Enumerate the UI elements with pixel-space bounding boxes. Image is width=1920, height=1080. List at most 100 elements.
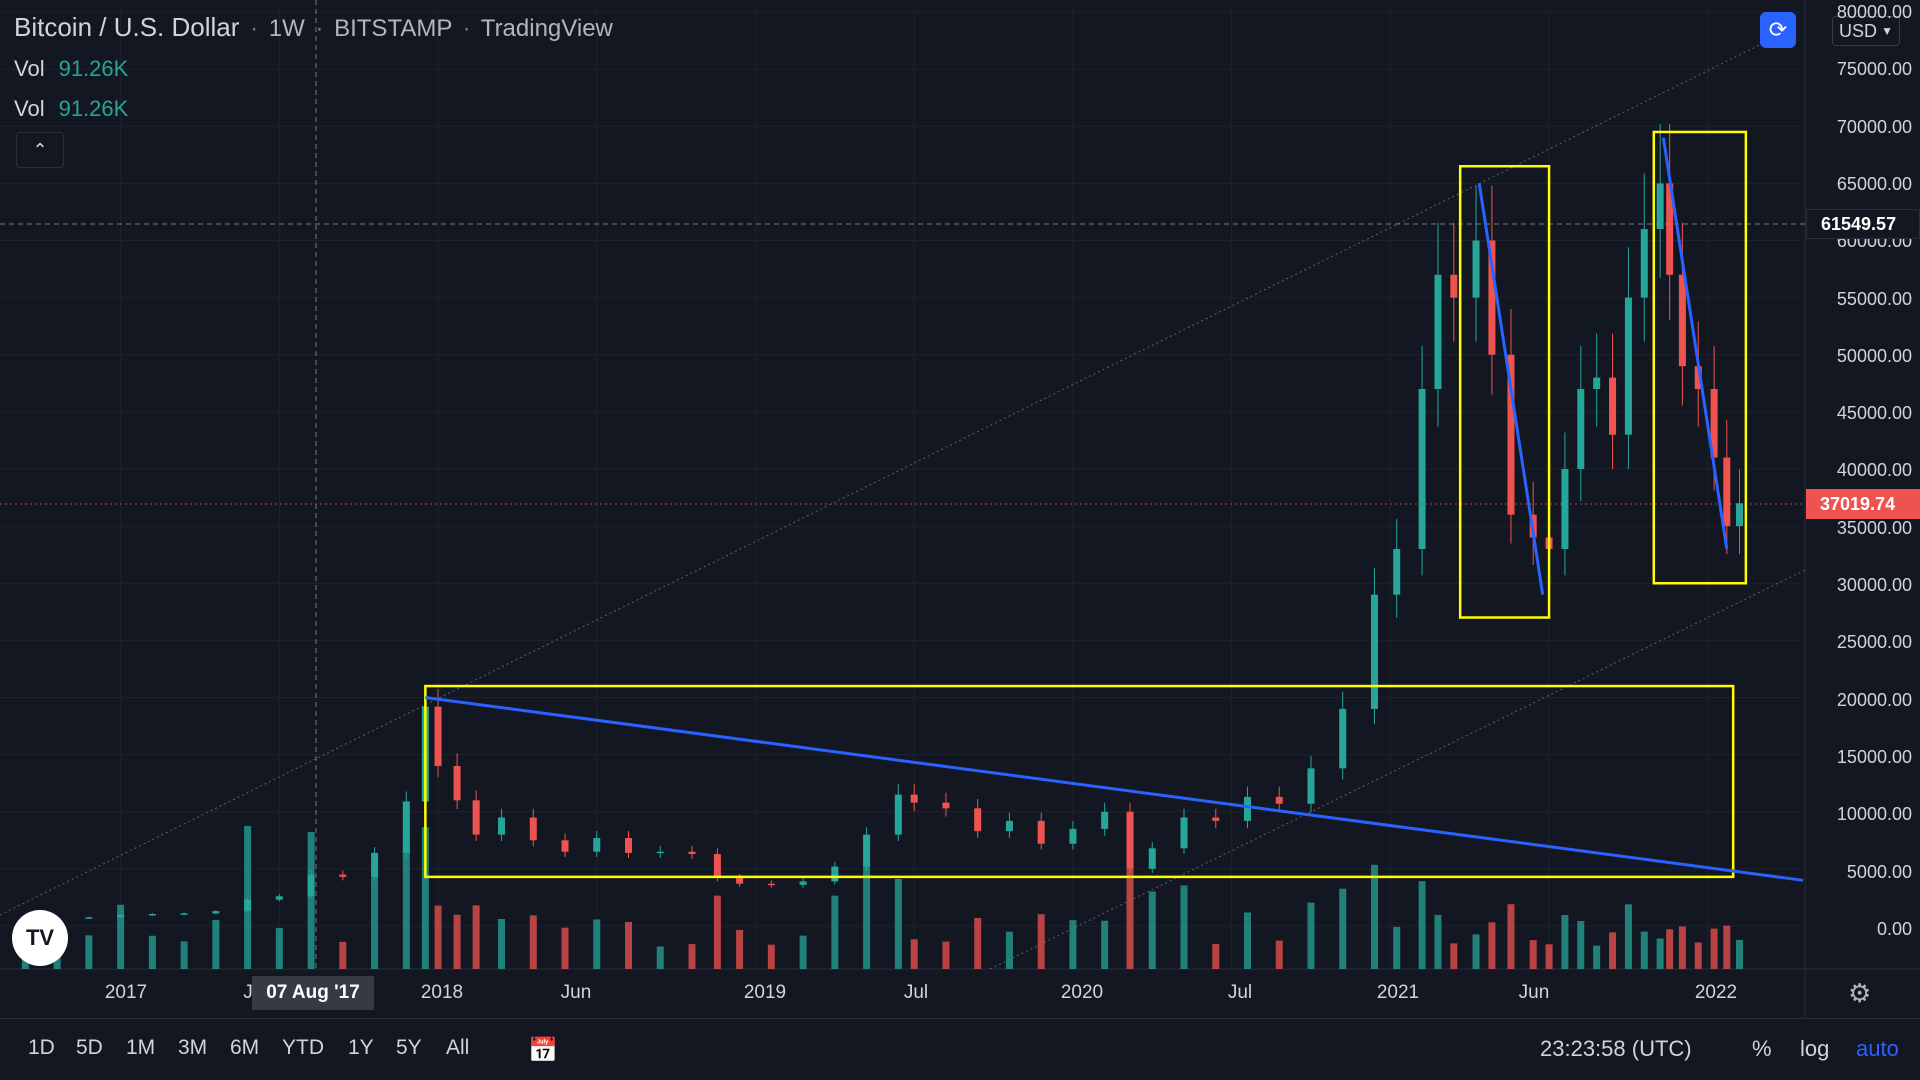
candle-body [831,866,839,882]
volume-bar [767,944,775,969]
candle-body [1507,354,1515,515]
candle-body [688,851,696,855]
channel-line-lower [989,569,1806,970]
volume-bar [561,927,569,969]
range-button-ytd[interactable]: YTD [282,1036,324,1059]
trendline [1661,137,1729,550]
volume-bar [1180,885,1188,969]
volume-bar [1148,891,1156,969]
gear-icon[interactable]: ⚙ [1848,978,1872,1008]
price-label: 70000.00 [1836,116,1912,137]
volume-bar [529,915,537,969]
range-button-1m[interactable]: 1M [126,1036,156,1059]
date-range-icon[interactable]: 📅 [528,1037,558,1064]
candle-body [1307,768,1315,804]
candle-body [498,817,506,835]
candle-body [1577,389,1585,469]
volume-bar [1393,926,1401,969]
volume-bar [1545,944,1553,969]
candle-body [1678,274,1686,367]
range-button-1d[interactable]: 1D [28,1036,55,1059]
volume-legend[interactable]: Vol 91.26K [14,56,129,81]
range-button-6m[interactable]: 6M [230,1036,260,1059]
candle-body [1666,183,1674,275]
volume-bar [434,905,442,969]
price-label: 40000.00 [1836,460,1912,481]
chevron-up-icon: ⌃ [32,139,48,160]
volume-bar [688,944,696,969]
crosshair-date-tag: 07 Aug '17 [252,976,374,1010]
time-label: 2022 [1694,982,1738,1003]
currency-select[interactable]: USD ▼ [1832,16,1900,46]
candle-body [1212,817,1220,821]
volume-bar [593,919,601,969]
range-button-5y[interactable]: 5Y [396,1036,422,1059]
candle-body [1694,366,1702,390]
range-button-all[interactable]: All [446,1036,470,1059]
annotation-box [1458,164,1551,619]
volume-bar [453,914,461,969]
time-label: Jul [903,982,929,1003]
volume-bar [1666,929,1674,969]
annotation-box [424,684,1735,879]
volume-bar [1101,920,1109,969]
candle-body [402,801,410,853]
volume-bar [1723,925,1731,969]
volume-bar [1069,920,1077,969]
sync-button[interactable]: ⟳ [1760,12,1796,48]
volume-bar [736,929,744,969]
price-label: 0.00 [1876,918,1912,939]
volume-bar [1037,914,1045,969]
range-button-1y[interactable]: 1Y [348,1036,374,1059]
price-label: 20000.00 [1836,689,1912,710]
range-button-3m[interactable]: 3M [178,1036,208,1059]
candle-body [625,838,633,853]
candle-body [593,838,601,852]
volume-bar [472,905,480,969]
volume-bar [339,941,347,969]
volume-bar [1307,902,1315,969]
candle-body [1243,796,1251,821]
time-label: 2017 [104,982,148,1003]
log-toggle[interactable]: log [1800,1036,1830,1061]
volume-bar [421,827,429,969]
time-label: Jul [1227,982,1253,1003]
volume-bar [1275,940,1283,969]
clock[interactable]: 23:23:58 (UTC) [1540,1036,1692,1061]
volume-bar [117,904,125,969]
candle-body [1450,274,1458,298]
volume-bar [1339,888,1347,969]
volume-bar [1418,881,1426,969]
candle-body [1101,811,1109,829]
time-label: 2019 [743,982,787,1003]
volume-bar [1656,938,1664,969]
tradingview-logo-icon[interactable]: TV [12,910,68,966]
candle-body [713,854,721,879]
candle-body [1736,503,1744,527]
price-label: 5000.00 [1846,861,1912,882]
candle-body [1710,389,1718,458]
volume-bar [1577,921,1585,969]
volume-bar [1212,943,1220,969]
last-price-tag: 37019.74 [1806,489,1920,519]
volume-bar [1710,928,1718,969]
volume-bar [1640,931,1648,969]
auto-toggle[interactable]: auto [1856,1036,1899,1061]
volume-bar [1243,912,1251,969]
candle-body [1005,820,1013,832]
volume-bar [1370,864,1378,969]
volume-legend[interactable]: Vol 91.26K [14,96,129,121]
range-button-5d[interactable]: 5D [76,1036,103,1059]
collapse-legend-button[interactable]: ⌃ [16,132,64,168]
candle-body [1640,229,1648,298]
candle-body [453,766,461,801]
percent-toggle[interactable]: % [1752,1036,1772,1061]
volume-bar [1472,934,1480,969]
price-label: 50000.00 [1836,345,1912,366]
crosshair-price-tag: 61549.57 [1806,209,1920,239]
candle-body [1339,708,1347,769]
symbol-legend[interactable]: Bitcoin / U.S. Dollar · 1W · BITSTAMP · … [14,12,613,42]
time-label: 2020 [1060,982,1104,1003]
volume-bar [307,832,315,969]
